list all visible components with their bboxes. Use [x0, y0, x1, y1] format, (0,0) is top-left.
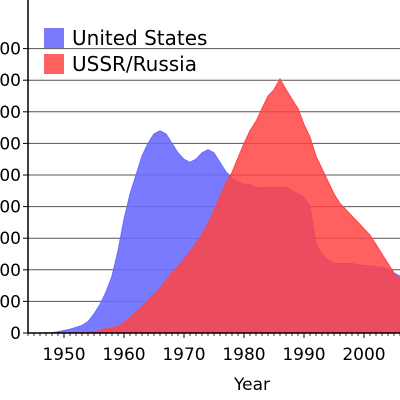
- series-areas: [33, 77, 400, 334]
- x-axis-title: Year: [233, 375, 270, 395]
- y-tick-label-6: 00: [0, 134, 21, 154]
- legend-swatch-united-states: [44, 28, 64, 48]
- legend-label-united-states: United States: [72, 26, 207, 50]
- y-tick-label-1: 00: [0, 292, 21, 312]
- x-tick-label-0: 1950: [42, 345, 85, 365]
- y-tick-label-0: 0: [10, 324, 21, 344]
- y-tick-label-5: 00: [0, 166, 21, 186]
- legend-swatch-ussr-russia: [44, 54, 64, 74]
- area-ussr-russia: [34, 77, 400, 334]
- y-tick-label-9: 00: [0, 40, 21, 60]
- y-tick-label-8: 00: [0, 71, 21, 91]
- x-tick-label-3: 1980: [222, 345, 265, 365]
- x-tick-label-1: 1960: [102, 345, 145, 365]
- x-tick-label-2: 1970: [162, 345, 205, 365]
- x-tick-label-4: 1990: [282, 345, 325, 365]
- x-ticks: 1950 1960 1970 1980 1990 2000: [27, 333, 400, 365]
- x-tick-label-5: 2000: [342, 345, 385, 365]
- y-tick-label-7: 00: [0, 103, 21, 123]
- y-tick-label-2: 00: [0, 261, 21, 281]
- y-tick-label-4: 00: [0, 198, 21, 218]
- legend-label-ussr-russia: USSR/Russia: [72, 52, 197, 76]
- y-tick-label-3: 00: [0, 229, 21, 249]
